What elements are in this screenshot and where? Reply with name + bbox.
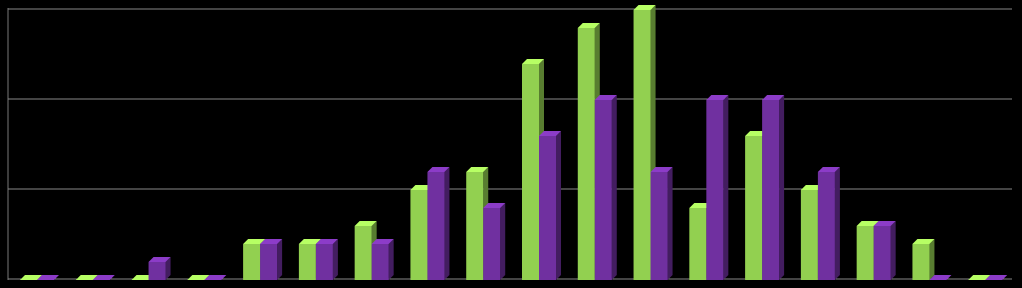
bar <box>800 190 818 280</box>
bar <box>706 100 724 280</box>
bar-top <box>37 275 59 280</box>
bar-side <box>165 257 171 280</box>
bar-top <box>633 5 656 10</box>
bar <box>650 172 668 280</box>
bar <box>856 226 874 280</box>
bar-top <box>873 221 896 226</box>
bar-top <box>706 95 729 100</box>
bar <box>577 28 595 280</box>
bar-side <box>611 95 617 280</box>
bar <box>427 172 445 280</box>
bar <box>689 208 707 280</box>
bar <box>260 244 278 280</box>
bar <box>483 208 501 280</box>
bar-top <box>354 221 377 226</box>
bar-side <box>500 203 506 280</box>
bar-top <box>410 185 433 190</box>
bar <box>594 100 612 280</box>
bar-side <box>929 239 935 280</box>
bar-top <box>985 275 1008 280</box>
bar-top <box>298 239 321 244</box>
bar-top <box>929 275 952 280</box>
bar <box>762 100 780 280</box>
bar-side <box>332 239 338 280</box>
bar-top <box>650 167 673 172</box>
bar-top <box>243 239 266 244</box>
bar-top <box>745 131 768 136</box>
bar-top <box>427 167 450 172</box>
bar <box>633 10 651 280</box>
bar-top <box>75 275 98 280</box>
bar <box>522 64 539 280</box>
bar-top <box>968 275 991 280</box>
bar-top <box>800 185 823 190</box>
bar <box>354 226 372 280</box>
bar <box>466 172 484 280</box>
bar-side <box>277 239 283 280</box>
bar-top <box>466 167 489 172</box>
bar-top <box>371 239 394 244</box>
bar <box>298 244 316 280</box>
bar-top <box>187 275 210 280</box>
bar-side <box>890 221 896 280</box>
bar-top <box>131 275 154 280</box>
bar <box>817 172 835 280</box>
bar-top <box>577 23 600 28</box>
bar <box>315 244 333 280</box>
bar-top <box>762 95 785 100</box>
bar-top <box>594 95 617 100</box>
bar-top <box>20 275 42 280</box>
bar-top <box>260 239 283 244</box>
bar-top <box>522 59 544 64</box>
bar-top <box>148 257 171 262</box>
bar-side <box>556 131 561 280</box>
bar-top <box>912 239 935 244</box>
bar <box>148 262 166 280</box>
bar <box>745 136 763 280</box>
bar <box>371 244 389 280</box>
bar-side <box>834 167 840 280</box>
bar-top <box>315 239 338 244</box>
bar <box>243 244 261 280</box>
bar-top <box>204 275 227 280</box>
bar-top <box>817 167 840 172</box>
bar-top <box>689 203 712 208</box>
bar <box>912 244 930 280</box>
bar <box>873 226 891 280</box>
bar-side <box>779 95 785 280</box>
bar-top <box>856 221 879 226</box>
bar-top <box>539 131 561 136</box>
bar <box>410 190 428 280</box>
bar-side <box>667 167 673 280</box>
bar <box>539 136 556 280</box>
bar-side <box>388 239 394 280</box>
bar-side <box>444 167 450 280</box>
bar-top <box>92 275 115 280</box>
bar-top <box>483 203 506 208</box>
bar-side <box>723 95 729 280</box>
